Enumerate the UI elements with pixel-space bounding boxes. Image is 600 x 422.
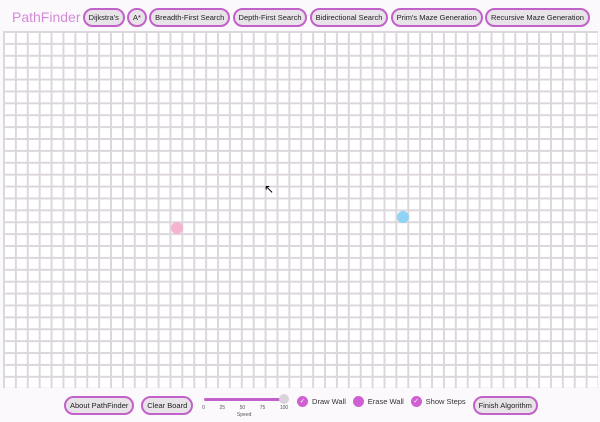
slider-thumb[interactable]: [279, 394, 290, 404]
start-node[interactable]: [170, 222, 183, 235]
erase-wall-label: Erase Wall: [367, 396, 404, 406]
show-steps-option[interactable]: ✓ Show Steps: [410, 395, 466, 407]
target-node[interactable]: [396, 210, 409, 223]
recursive-maze-button[interactable]: Recursive Maze Generation: [484, 7, 590, 27]
tick-label: 50: [239, 405, 246, 411]
check-icon[interactable]: ✓: [297, 395, 309, 407]
draw-wall-option[interactable]: ✓ Draw Wall: [297, 395, 346, 407]
dfs-button[interactable]: Depth-First Search: [232, 7, 308, 27]
speed-label: Speed: [236, 412, 252, 418]
bfs-button[interactable]: Breadth-First Search: [149, 7, 231, 27]
tick-label: 75: [259, 405, 266, 411]
radio-icon[interactable]: [352, 395, 364, 407]
erase-wall-option[interactable]: Erase Wall: [352, 395, 404, 407]
dijkstra-button[interactable]: Dijkstra's: [82, 7, 125, 27]
top-toolbar: PathFinder Dijkstra's A* Breadth-First S…: [12, 6, 590, 28]
app-logo: PathFinder: [12, 9, 81, 25]
finish-algorithm-button[interactable]: Finish Algorithm: [472, 395, 538, 415]
speed-slider[interactable]: 0 25 50 75 100 Speed: [202, 393, 290, 418]
slider-track: [204, 398, 285, 401]
bidirectional-button[interactable]: Bidirectional Search: [309, 7, 389, 27]
astar-button[interactable]: A*: [127, 7, 147, 27]
about-button[interactable]: About PathFinder: [64, 395, 135, 415]
clear-board-button[interactable]: Clear Board: [141, 395, 194, 415]
draw-wall-label: Draw Wall: [312, 396, 346, 406]
show-steps-label: Show Steps: [425, 396, 466, 406]
tick-label: 100: [279, 405, 289, 411]
pathfinding-grid[interactable]: [3, 31, 598, 388]
mouse-cursor-icon: ↖: [264, 182, 275, 196]
bottom-toolbar: About PathFinder Clear Board 0 25 50 75 …: [64, 393, 538, 418]
tick-label: 25: [219, 405, 226, 411]
tick-label: 0: [202, 405, 205, 411]
prims-maze-button[interactable]: Prim's Maze Generation: [390, 7, 483, 27]
check-icon[interactable]: ✓: [410, 395, 422, 407]
